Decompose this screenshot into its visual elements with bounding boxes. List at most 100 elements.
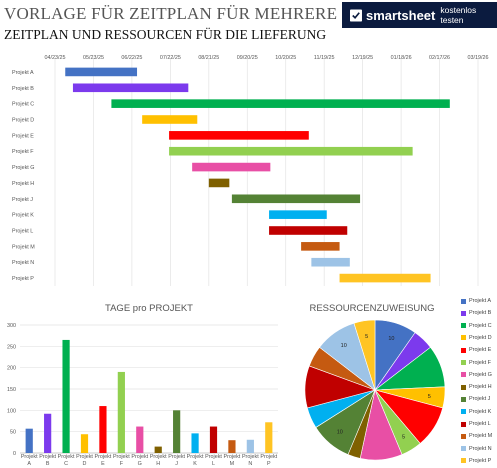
legend-label: Projekt E [469,347,492,354]
gantt-x-tick-label: 01/18/26 [391,55,412,61]
gantt-category-label: Projekt D [12,118,34,124]
gantt-x-tick-label: 08/21/25 [198,55,219,61]
pie-data-label: 5 [365,334,368,340]
bar-column [209,426,218,453]
page-subtitle: ZEITPLAN UND RESSOURCEN FÜR DIE LIEFERUN… [4,27,327,42]
legend-label: Projekt F [469,359,492,366]
gantt-x-tick-label: 07/22/25 [160,55,181,61]
gantt-category-label: Projekt M [12,244,35,250]
gantt-bar [111,99,450,108]
legend-swatch [461,384,466,390]
bar-column [265,422,273,453]
bar-y-tick-label: 250 [7,344,16,350]
bar-x-tick-label: Projekt [113,454,130,460]
bar-x-tick-label-suffix: H [156,461,160,467]
legend-item: Projekt L [461,420,491,428]
gantt-x-tick-label: 06/22/25 [121,55,142,61]
legend-item: Projekt G [461,371,492,379]
legend-label: Projekt G [469,371,492,378]
bar-x-tick-label-suffix: K [193,461,197,467]
bar-x-tick-label: Projekt [205,454,222,460]
bar-x-tick-label: Projekt [58,454,75,460]
gantt-category-label: Projekt A [12,70,34,76]
legend-label: Projekt C [469,322,492,329]
legend-label: Projekt H [469,384,492,391]
legend-swatch [461,458,466,464]
bar-x-tick-label: Projekt [39,454,56,460]
bar-y-tick-label: 300 [7,323,16,329]
legend-label: Projekt P [469,457,492,464]
pie-data-label: 10 [388,336,394,342]
legend-swatch [461,421,466,427]
legend-item: Projekt B [461,309,491,317]
bar-x-tick-label: Projekt [260,454,277,460]
bar-x-tick-label-suffix: P [267,461,271,467]
pie-chart-title: RESSOURCENZUWEISUNG [309,303,434,314]
bar-column [191,433,199,453]
legend-label: Projekt D [469,334,492,341]
gantt-bar [142,115,198,124]
pie-data-label: 5 [428,394,431,400]
free-trial-link[interactable]: kostenlos testen [440,5,477,25]
legend-swatch [461,446,466,452]
gantt-x-tick-label: 03/19/26 [468,55,489,61]
legend-swatch [461,310,466,316]
legend-swatch [461,409,466,415]
legend-swatch [461,298,466,304]
bar-chart-title: TAGE pro PROJEKT [105,303,193,314]
pie-data-label: 5 [402,435,405,441]
gantt-category-label: Projekt F [12,149,34,155]
bar-x-tick-label-suffix: E [101,461,105,467]
pie-slice [353,319,376,391]
smartsheet-banner[interactable]: smartsheet kostenlos testen [342,2,497,28]
bar-column [117,371,125,453]
bar-y-tick-label: 0 [13,451,16,457]
legend-label: Projekt A [469,298,492,304]
bar-x-tick-label: Projekt [21,454,38,460]
legend-item: Projekt A [461,297,491,305]
bar-y-tick-label: 100 [7,408,16,414]
bar-x-tick-label-suffix: J [175,461,178,467]
legend-swatch [461,347,466,353]
gantt-x-tick-label: 05/23/25 [83,55,104,61]
gantt-category-label: Projekt B [12,86,34,92]
smartsheet-logo-icon [350,9,362,21]
gantt-category-label: Projekt C [12,102,34,108]
gantt-category-label: Projekt E [12,133,34,139]
gantt-bar [169,146,413,156]
gantt-category-label: Projekt N [12,260,34,266]
bar-column [154,446,162,453]
bar-column [136,426,144,453]
gantt-category-label: Projekt K [12,213,34,219]
gantt-x-tick-label: 11/19/25 [314,55,335,61]
bar-x-tick-label-suffix: N [248,461,252,467]
legend-item: Projekt N [461,445,492,453]
bar-x-tick-label-suffix: G [138,461,142,467]
gantt-bar [339,273,431,283]
legend-item: Projekt D [461,334,492,342]
gantt-bar [231,194,361,204]
pie-data-label: 10 [341,343,347,349]
legend-item: Projekt K [461,408,491,416]
bar-column [246,439,254,453]
bar-column [25,428,33,453]
gantt-bar [269,210,327,219]
gantt-category-label: Projekt H [12,181,34,187]
bar-x-tick-label: Projekt [242,454,259,460]
bar-y-tick-label: 200 [7,366,16,372]
legend-item: Projekt C [461,322,492,330]
bar-x-tick-label: Projekt [150,454,167,460]
bar-column [80,434,89,453]
legend-item: Projekt J [461,395,490,403]
gantt-bar [72,83,189,93]
legend-label: Projekt K [469,408,492,415]
legend-item: Projekt P [461,457,491,465]
bar-x-tick-label: Projekt [131,454,148,460]
gantt-bar [65,67,138,77]
gantt-x-tick-label: 10/20/25 [275,55,296,61]
gantt-bar [192,162,271,172]
bar-x-tick-label-suffix: C [64,461,68,467]
bar-x-tick-label: Projekt [76,454,93,460]
gantt-bar [169,131,309,140]
